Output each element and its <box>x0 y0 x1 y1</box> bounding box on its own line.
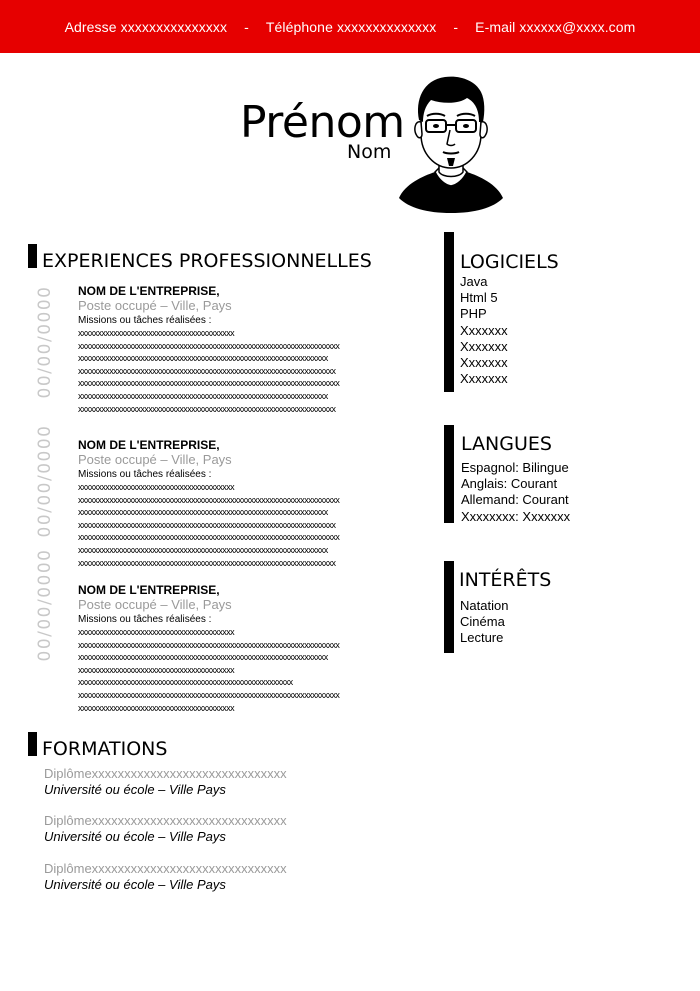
section-title-interets: INTÉRÊTS <box>459 569 552 591</box>
mission-line: xxxxxxxxxxxxxxxxxxxxxxxxxxxxxxxxxxxxxxxx <box>78 702 235 713</box>
mission-line: xxxxxxxxxxxxxxxxxxxxxxxxxxxxxxxxxxxxxxxx <box>78 482 235 492</box>
software-item: Java <box>460 274 488 289</box>
software-item: PHP <box>460 306 487 322</box>
mission-line: xxxxxxxxxxxxxxxxxxxxxxxxxxxxxxxxxxxxxxxx… <box>78 557 336 568</box>
avatar-shirt <box>399 172 503 213</box>
degree: Diplômexxxxxxxxxxxxxxxxxxxxxxxxxxxxxx <box>44 766 287 781</box>
interest-item: Cinéma <box>460 614 505 630</box>
experience-date: 00/00/0000 <box>35 285 55 399</box>
software-item: Xxxxxxx <box>460 338 508 354</box>
avatar-ear-right <box>479 121 488 139</box>
section-title-langues: LANGUES <box>461 433 552 455</box>
missions-label: Missions ou tâches réalisées : <box>78 469 212 480</box>
contact-email: E-mail xxxxxx@xxxx.com <box>475 19 636 35</box>
job-position: Poste occupé – Ville, Pays <box>78 452 232 467</box>
mission-line: xxxxxxxxxxxxxxxxxxxxxxxxxxxxxxxxxxxxxxxx… <box>78 353 328 364</box>
interests-list: Natation Cinéma Lecture <box>460 598 508 647</box>
mission-line: xxxxxxxxxxxxxxxxxxxxxxxxxxxxxxxxxxxxxxxx… <box>78 652 328 663</box>
mission-line: xxxxxxxxxxxxxxxxxxxxxxxxxxxxxxxxxxxxxxxx… <box>78 403 336 414</box>
avatar-mouth <box>442 151 460 155</box>
avatar-nose <box>446 129 456 147</box>
language-item: Xxxxxxxx: Xxxxxxx <box>461 508 571 524</box>
contact-line: Adresse xxxxxxxxxxxxxxx - Téléphone xxxx… <box>0 19 700 35</box>
first-name: Prénom <box>240 97 405 148</box>
job-position: Poste occupé – Ville, Pays <box>78 298 232 313</box>
mission-line: xxxxxxxxxxxxxxxxxxxxxxxxxxxxxxxxxxxxxxxx… <box>78 677 293 688</box>
job-position: Poste occupé – Ville, Pays <box>78 597 232 612</box>
contact-separator: - <box>453 19 459 35</box>
language-item: Espagnol: Bilingue <box>461 460 569 475</box>
language-item: Anglais: Courant <box>461 476 558 492</box>
section-marker <box>28 732 37 756</box>
software-item: Xxxxxxx <box>460 322 508 338</box>
mission-line: xxxxxxxxxxxxxxxxxxxxxxxxxxxxxxxxxxxxxxxx <box>78 328 235 338</box>
school: Université ou école – Ville Pays <box>44 829 226 844</box>
software-item: Xxxxxxx <box>460 371 508 387</box>
interest-item: Natation <box>460 598 509 613</box>
language-item: Allemand: Courant <box>461 492 569 508</box>
mission-line: xxxxxxxxxxxxxxxxxxxxxxxxxxxxxxxxxxxxxxxx… <box>78 639 340 650</box>
school: Université ou école – Ville Pays <box>44 877 226 892</box>
avatar-eyebrow-right <box>456 112 476 117</box>
experience-entry: NOM DE L'ENTREPRISE, Poste occupé – Vill… <box>78 583 408 714</box>
company-name: NOM DE L'ENTREPRISE, <box>78 438 220 452</box>
mission-line: xxxxxxxxxxxxxxxxxxxxxxxxxxxxxxxxxxxxxxxx… <box>78 365 336 376</box>
last-name: Nom <box>347 141 392 163</box>
mission-line: xxxxxxxxxxxxxxxxxxxxxxxxxxxxxxxxxxxxxxxx… <box>78 507 328 518</box>
school: Université ou école – Ville Pays <box>44 782 226 797</box>
section-title-logiciels: LOGICIELS <box>460 251 559 273</box>
avatar-portrait <box>399 76 503 213</box>
interest-item: Lecture <box>460 630 504 646</box>
avatar-hair <box>418 76 485 122</box>
experience-date: 00/00/0000 <box>35 548 55 662</box>
section-bar-interets <box>444 561 454 653</box>
mission-line: xxxxxxxxxxxxxxxxxxxxxxxxxxxxxxxxxxxxxxxx… <box>78 544 328 555</box>
avatar-eyebrow-left <box>426 112 446 117</box>
degree: Diplômexxxxxxxxxxxxxxxxxxxxxxxxxxxxxx <box>44 813 287 828</box>
education-entry: Diplômexxxxxxxxxxxxxxxxxxxxxxxxxxxxxx Un… <box>44 766 374 798</box>
section-bar-logiciels <box>444 232 454 392</box>
mission-line: xxxxxxxxxxxxxxxxxxxxxxxxxxxxxxxxxxxxxxxx… <box>78 340 340 351</box>
education-entry: Diplômexxxxxxxxxxxxxxxxxxxxxxxxxxxxxx Un… <box>44 861 374 893</box>
mission-line: xxxxxxxxxxxxxxxxxxxxxxxxxxxxxxxxxxxxxxxx… <box>78 689 340 700</box>
contact-address: Adresse xxxxxxxxxxxxxxx <box>64 19 228 35</box>
mission-line: xxxxxxxxxxxxxxxxxxxxxxxxxxxxxxxxxxxxxxxx… <box>78 519 336 530</box>
software-item: Html 5 <box>460 290 498 306</box>
mission-line: xxxxxxxxxxxxxxxxxxxxxxxxxxxxxxxxxxxxxxxx <box>78 627 235 637</box>
section-title-experiences: EXPERIENCES PROFESSIONNELLES <box>42 250 372 272</box>
avatar-goatee <box>447 158 455 166</box>
software-item: Xxxxxxx <box>460 355 508 371</box>
missions-label: Missions ou tâches réalisées : <box>78 614 212 625</box>
experience-date: 00/00/0000 <box>35 424 55 538</box>
education-entry: Diplômexxxxxxxxxxxxxxxxxxxxxxxxxxxxxx Un… <box>44 813 374 845</box>
experience-entry: NOM DE L'ENTREPRISE, Poste occupé – Vill… <box>78 284 408 415</box>
missions-label: Missions ou tâches réalisées : <box>78 315 212 326</box>
section-bar-langues <box>444 425 454 523</box>
contact-bar: Adresse xxxxxxxxxxxxxxx - Téléphone xxxx… <box>0 0 700 53</box>
avatar-eye-right <box>463 124 469 128</box>
contact-phone: Téléphone xxxxxxxxxxxxxx <box>265 19 437 35</box>
degree: Diplômexxxxxxxxxxxxxxxxxxxxxxxxxxxxxx <box>44 861 287 876</box>
mission-line: xxxxxxxxxxxxxxxxxxxxxxxxxxxxxxxxxxxxxxxx… <box>78 532 340 543</box>
section-marker <box>28 244 37 268</box>
avatar-ear-left <box>414 121 423 139</box>
software-list: Java Html 5 PHP Xxxxxxx Xxxxxxx Xxxxxxx … <box>460 274 508 387</box>
mission-line: xxxxxxxxxxxxxxxxxxxxxxxxxxxxxxxxxxxxxxxx… <box>78 494 340 505</box>
language-list: Espagnol: Bilingue Anglais: Courant Alle… <box>461 460 570 525</box>
mission-line: xxxxxxxxxxxxxxxxxxxxxxxxxxxxxxxxxxxxxxxx… <box>78 378 340 389</box>
section-title-formations: FORMATIONS <box>42 738 168 760</box>
company-name: NOM DE L'ENTREPRISE, <box>78 583 220 597</box>
mission-line: xxxxxxxxxxxxxxxxxxxxxxxxxxxxxxxxxxxxxxxx… <box>78 390 328 401</box>
contact-separator: - <box>244 19 249 35</box>
company-name: NOM DE L'ENTREPRISE, <box>78 284 220 298</box>
mission-line: xxxxxxxxxxxxxxxxxxxxxxxxxxxxxxxxxxxxxxxx <box>78 664 235 675</box>
experience-entry: NOM DE L'ENTREPRISE, Poste occupé – Vill… <box>78 438 408 569</box>
avatar-eye-left <box>433 124 439 128</box>
